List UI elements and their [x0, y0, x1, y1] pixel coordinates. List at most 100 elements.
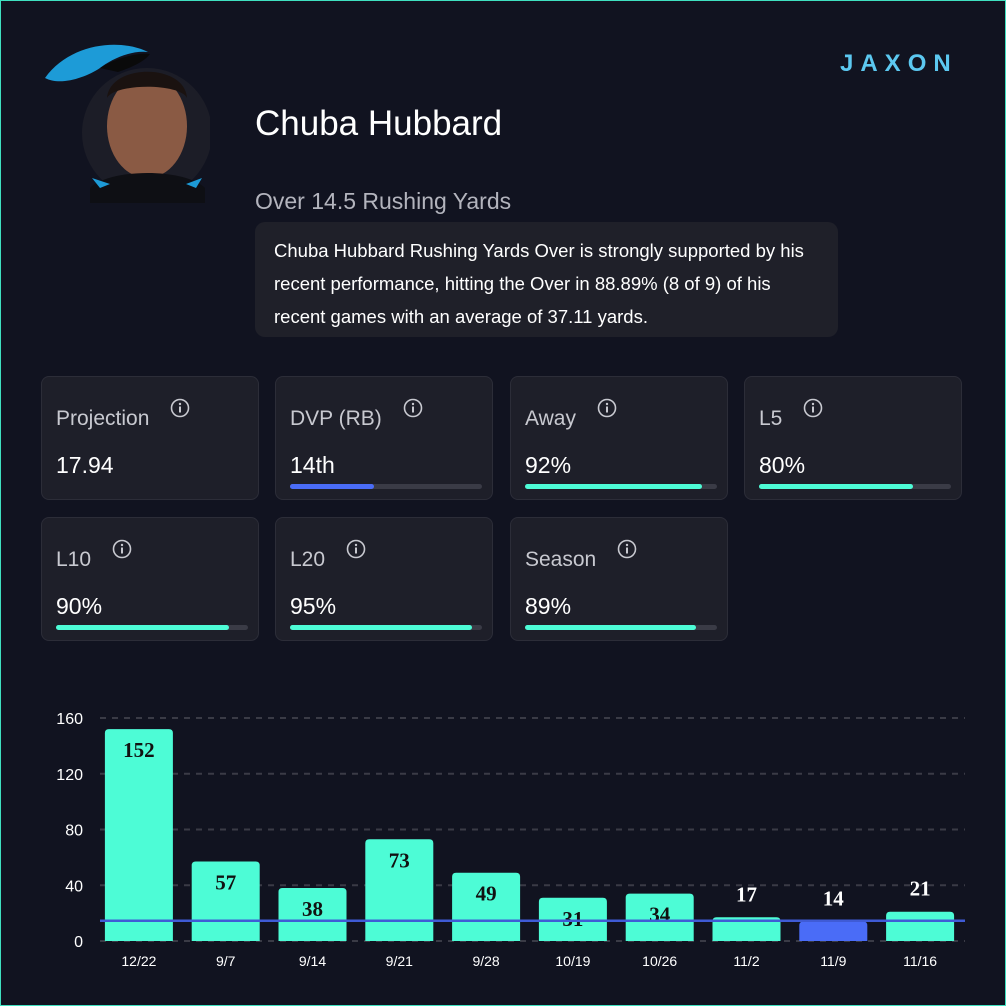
value-label: 31: [562, 907, 583, 931]
x-tick-label: 11/2: [733, 953, 759, 969]
info-stem: [121, 547, 124, 554]
x-tick-label: 11/16: [903, 953, 937, 969]
stat-card: L5 80%: [744, 376, 962, 500]
info-dot: [120, 543, 124, 547]
stat-value: 90%: [56, 593, 103, 619]
progress-track: [290, 625, 482, 630]
info-stem: [626, 547, 629, 554]
progress-track: [759, 484, 951, 489]
stat-value: 92%: [525, 452, 572, 478]
bar: [886, 911, 955, 941]
progress-track: [525, 625, 717, 630]
progress-track: [525, 484, 717, 489]
y-tick-label: 160: [56, 711, 83, 728]
value-label: 73: [389, 848, 410, 872]
value-label: 57: [215, 871, 236, 895]
player-name: Chuba Hubbard: [255, 104, 503, 143]
info-dot: [605, 402, 609, 406]
value-label: 34: [649, 903, 671, 927]
info-dot: [179, 402, 182, 406]
info-stem: [355, 547, 358, 554]
stat-card: Season 89%: [510, 517, 728, 641]
progress-fill: [759, 484, 913, 489]
x-tick-label: 9/14: [299, 953, 326, 969]
bar: [538, 897, 607, 941]
info-icon: [617, 539, 637, 559]
progress-fill: [525, 625, 696, 630]
x-tick-label: 9/7: [216, 953, 236, 969]
bar: [625, 893, 694, 941]
x-tick-label: 10/26: [642, 953, 677, 969]
info-icon: [171, 398, 190, 418]
info-icon: [804, 398, 823, 418]
bar: [104, 729, 173, 941]
progress-track: [290, 484, 482, 489]
info-ring: [171, 398, 190, 418]
stat-label: L20: [290, 548, 326, 571]
value-label: 49: [476, 882, 497, 906]
stat-label: L10: [56, 548, 92, 571]
prop-line: Over 14.5 Rushing Yards: [255, 188, 512, 214]
info-dot: [812, 402, 815, 406]
y-tick-label: 0: [74, 934, 83, 951]
x-tick-label: 9/21: [386, 953, 413, 969]
info-ring: [112, 539, 132, 559]
stat-value: 14th: [290, 452, 335, 478]
value-label: 38: [302, 897, 323, 921]
info-stem: [411, 406, 414, 413]
info-ring: [597, 398, 617, 418]
bar: [712, 917, 781, 941]
stat-card: Projection 17.94: [41, 376, 259, 500]
stat-label: DVP (RB): [290, 407, 382, 430]
info-icon: [112, 539, 132, 559]
value-label: 14: [823, 886, 845, 910]
summary: Chuba Hubbard Rushing Yards Over is stro…: [255, 222, 838, 337]
progress-fill: [290, 484, 375, 489]
info-icon: [403, 398, 423, 418]
x-tick-label: 12/22: [121, 953, 156, 969]
info-stem: [812, 406, 815, 413]
progress-track: [56, 625, 248, 630]
stat-label: Season: [525, 548, 597, 571]
stat-value: 95%: [290, 593, 337, 619]
value-label: 152: [123, 738, 155, 762]
stat-label: Away: [525, 407, 576, 430]
stat-value: 89%: [525, 593, 572, 619]
stat-card: L20 95%: [275, 517, 493, 641]
x-tick-label: 9/28: [472, 953, 499, 969]
stat-value: 80%: [759, 452, 806, 478]
progress-fill: [56, 625, 229, 630]
stat-value: 17.94: [56, 452, 114, 478]
info-dot: [411, 402, 414, 406]
bar: [452, 872, 521, 941]
progress-fill: [290, 625, 473, 630]
info-icon: [346, 539, 366, 559]
info-stem: [605, 406, 608, 413]
stat-card: Away 92%: [510, 376, 728, 500]
info-ring: [617, 539, 637, 559]
bar: [365, 839, 434, 941]
chart: 0 40 80 120 160 12/22 152 9/7 57 9/14 38 9/21 73 9/28…: [56, 711, 965, 969]
stat-label: L5: [759, 407, 783, 430]
progress-fill: [525, 484, 702, 489]
bar: [799, 921, 868, 941]
stat-label: Projection: [56, 407, 150, 430]
bar: [278, 888, 347, 941]
x-tick-label: 10/19: [555, 953, 590, 969]
info-stem: [179, 406, 182, 413]
y-tick-label: 40: [65, 878, 83, 895]
info-icon: [597, 398, 617, 418]
info-ring: [804, 398, 823, 418]
player-photo: [45, 44, 210, 203]
info-dot: [626, 543, 629, 547]
info-ring: [403, 398, 423, 418]
info-dot: [354, 543, 358, 547]
y-tick-label: 120: [56, 767, 83, 784]
stat-card: L10 90%: [41, 517, 259, 641]
y-tick-label: 80: [65, 823, 83, 840]
value-label: 17: [736, 882, 757, 906]
stat-card: DVP (RB) 14th: [275, 376, 493, 500]
x-tick-label: 11/9: [820, 953, 846, 969]
info-ring: [346, 539, 366, 559]
